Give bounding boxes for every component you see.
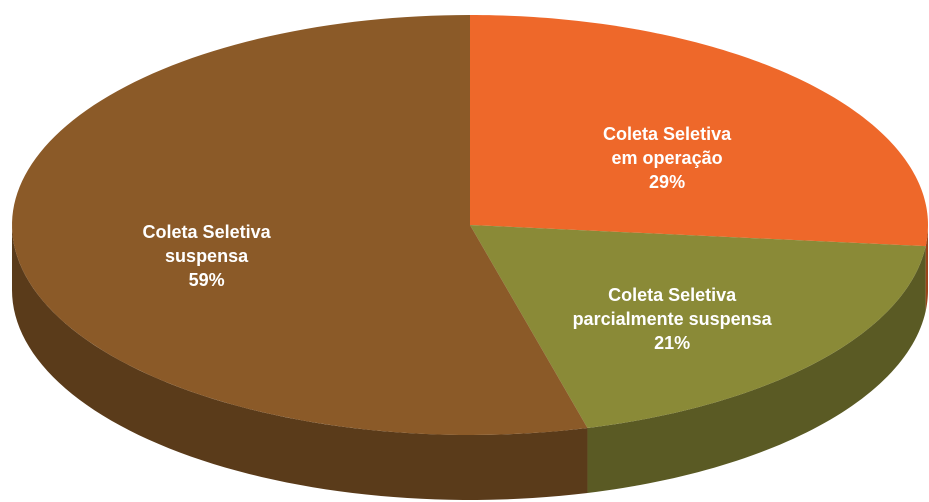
- slice-label: Coleta Seletiva parcialmente suspensa: [572, 285, 772, 330]
- slice: [470, 225, 926, 428]
- value-label: 29%: [649, 172, 686, 193]
- data-label: Coleta Seletiva suspensa 59%: [143, 220, 271, 292]
- slice-label: Coleta Seletiva suspensa: [142, 221, 271, 266]
- data-label: Coleta Seletiva em operação 29%: [603, 122, 731, 194]
- slice-side: [587, 246, 926, 493]
- slice-side: [925, 225, 928, 312]
- value-label: 21%: [654, 333, 691, 354]
- slice-side: [12, 225, 588, 500]
- slice: [470, 15, 928, 247]
- slice: [12, 15, 588, 435]
- value-label: 59%: [188, 269, 225, 290]
- data-label: Coleta Seletiva parcialmente suspensa 21%: [573, 283, 772, 355]
- slice-label: Coleta Seletiva em operação: [603, 124, 732, 169]
